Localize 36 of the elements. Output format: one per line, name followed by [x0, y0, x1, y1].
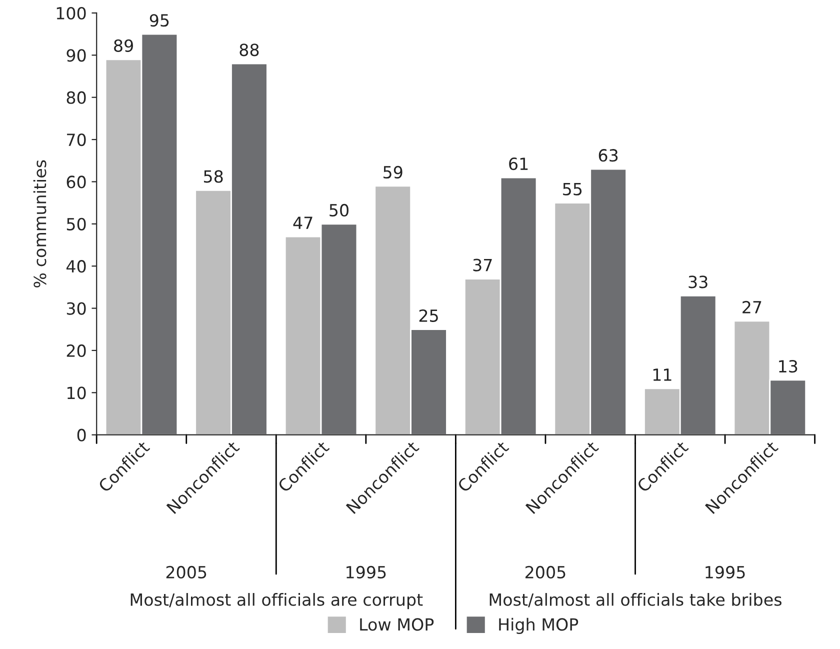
- text: 1995: [706, 566, 745, 579]
- text: Most/almost all officials take bribes: [490, 593, 782, 608]
- y-tick-label: 70: [67, 133, 86, 146]
- y-tick-label: 20: [66, 344, 86, 358]
- text: 2005: [525, 566, 566, 579]
- data-label: 58: [204, 170, 223, 183]
- y-tick-label: 90: [66, 49, 86, 62]
- data-label: 25: [419, 309, 438, 322]
- data-label: 50: [330, 204, 348, 217]
- data-label: 47: [293, 216, 312, 229]
- text: 2005: [166, 566, 206, 579]
- y-tick-label: 0: [77, 428, 86, 442]
- data-label: 27: [742, 300, 762, 314]
- y-tick-label: 40: [66, 260, 86, 273]
- y-axis-title: % communities: [33, 160, 46, 288]
- data-label: 33: [688, 276, 708, 288]
- data-label: 11: [653, 368, 672, 381]
- y-tick-label: 50: [66, 218, 86, 230]
- data-label: 89: [114, 39, 133, 52]
- y-tick-label: 30: [66, 302, 86, 315]
- y-tick-label: 10: [68, 386, 86, 400]
- data-label: 55: [563, 183, 582, 196]
- data-label: 63: [598, 149, 618, 162]
- data-label: 59: [384, 166, 402, 179]
- legend-label: High MOP: [499, 618, 578, 634]
- y-tick-label: 100: [56, 6, 86, 20]
- data-label: 95: [150, 14, 169, 27]
- data-label: 88: [240, 44, 259, 56]
- y-tick-label: 80: [66, 91, 86, 104]
- text: 1995: [346, 566, 386, 579]
- data-label: 37: [473, 258, 492, 272]
- data-label: 61: [509, 158, 528, 170]
- y-tick-label: 60: [66, 176, 86, 188]
- legend-label: Low MOP: [360, 618, 434, 631]
- data-label: 13: [779, 360, 798, 373]
- text: Most/almost all officials are corrupt: [130, 593, 423, 610]
